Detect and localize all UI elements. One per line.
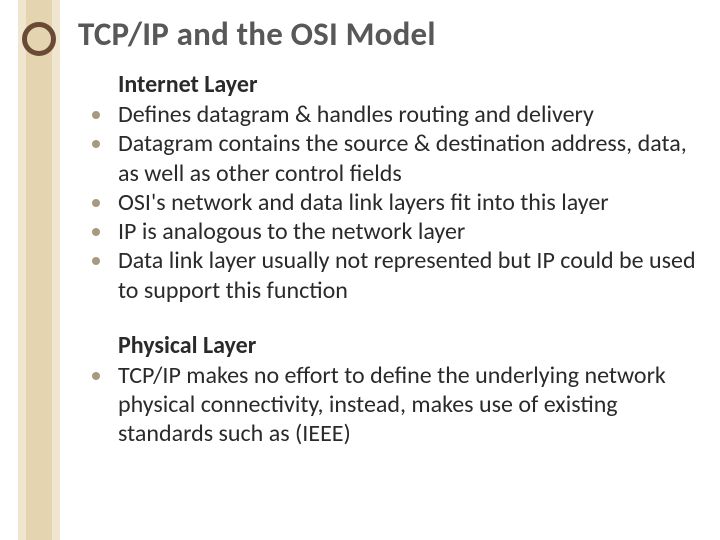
section-heading-physical-layer: Physical Layer [118,331,698,361]
left-accent-bar [0,0,60,540]
list-item: TCP/IP makes no effort to define the und… [118,361,698,449]
bullet-list-internet-layer: Defines datagram & handles routing and d… [118,100,698,305]
list-item: Defines datagram & handles routing and d… [118,100,698,129]
section-heading-internet-layer: Internet Layer [118,70,698,100]
accent-stripe-inner [26,0,52,540]
bullet-list-physical-layer: TCP/IP makes no effort to define the und… [118,361,698,449]
accent-circle-icon [22,22,56,56]
list-item: IP is analogous to the network layer [118,217,698,246]
slide-content: TCP/IP and the OSI Model Internet Layer … [78,14,698,449]
list-item: OSI's network and data link layers fit i… [118,188,698,217]
slide-title: TCP/IP and the OSI Model [78,14,698,54]
list-item: Data link layer usually not represented … [118,246,698,305]
section-gap [78,305,698,331]
list-item: Datagram contains the source & destinati… [118,129,698,188]
